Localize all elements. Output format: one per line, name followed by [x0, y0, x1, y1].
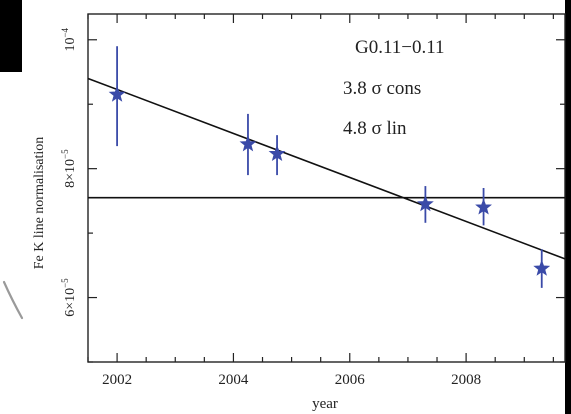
x-tick-label: 2006 [335, 372, 366, 388]
star-marker [239, 135, 257, 152]
linear-fit-line [87, 77, 566, 260]
linear-fit-significance: 4.8 σ lin [343, 118, 407, 139]
y-tick-label: 8×10−5 [60, 149, 78, 188]
x-axis-ticks: 2002 2004 2006 2008 [87, 14, 554, 388]
data-point [268, 135, 286, 176]
y-tick-mantissa: 6×10 [63, 288, 78, 317]
star-marker [533, 259, 551, 276]
model-lines [87, 77, 566, 260]
y-tick-mantissa: 8×10 [63, 159, 78, 188]
data-point [108, 46, 126, 147]
data-points [108, 46, 551, 288]
y-axis-label: Fe K line normalisation [32, 137, 47, 270]
y-tick-exponent: −5 [60, 278, 70, 288]
star-marker [475, 198, 492, 215]
constant-fit-significance: 3.8 σ cons [343, 78, 421, 99]
x-tick-label: 2002 [102, 372, 132, 388]
y-tick-label: 10−4 [60, 27, 78, 51]
y-tick-label: 6×10−5 [60, 278, 78, 317]
data-point [533, 249, 551, 288]
x-axis-label: year [312, 396, 338, 412]
y-axis-ticks: 6×10−58×10−510−4 [60, 27, 565, 363]
x-tick-label: 2004 [218, 372, 249, 388]
corner-shadow [0, 0, 22, 72]
x-tick-label: 2008 [451, 372, 481, 388]
data-point [239, 113, 257, 176]
star-marker [108, 85, 126, 102]
data-point [416, 186, 434, 223]
right-edge-shadow [565, 0, 571, 414]
star-marker [416, 195, 434, 212]
y-tick-exponent: −4 [60, 27, 70, 37]
source-name-annotation: G0.11−0.11 [355, 37, 445, 58]
data-point [475, 188, 492, 226]
y-tick-exponent: −5 [60, 149, 70, 159]
star-marker [268, 144, 286, 162]
plot-frame [87, 13, 566, 363]
scan-streak [2, 280, 24, 320]
y-tick-mantissa: 10 [63, 38, 78, 52]
